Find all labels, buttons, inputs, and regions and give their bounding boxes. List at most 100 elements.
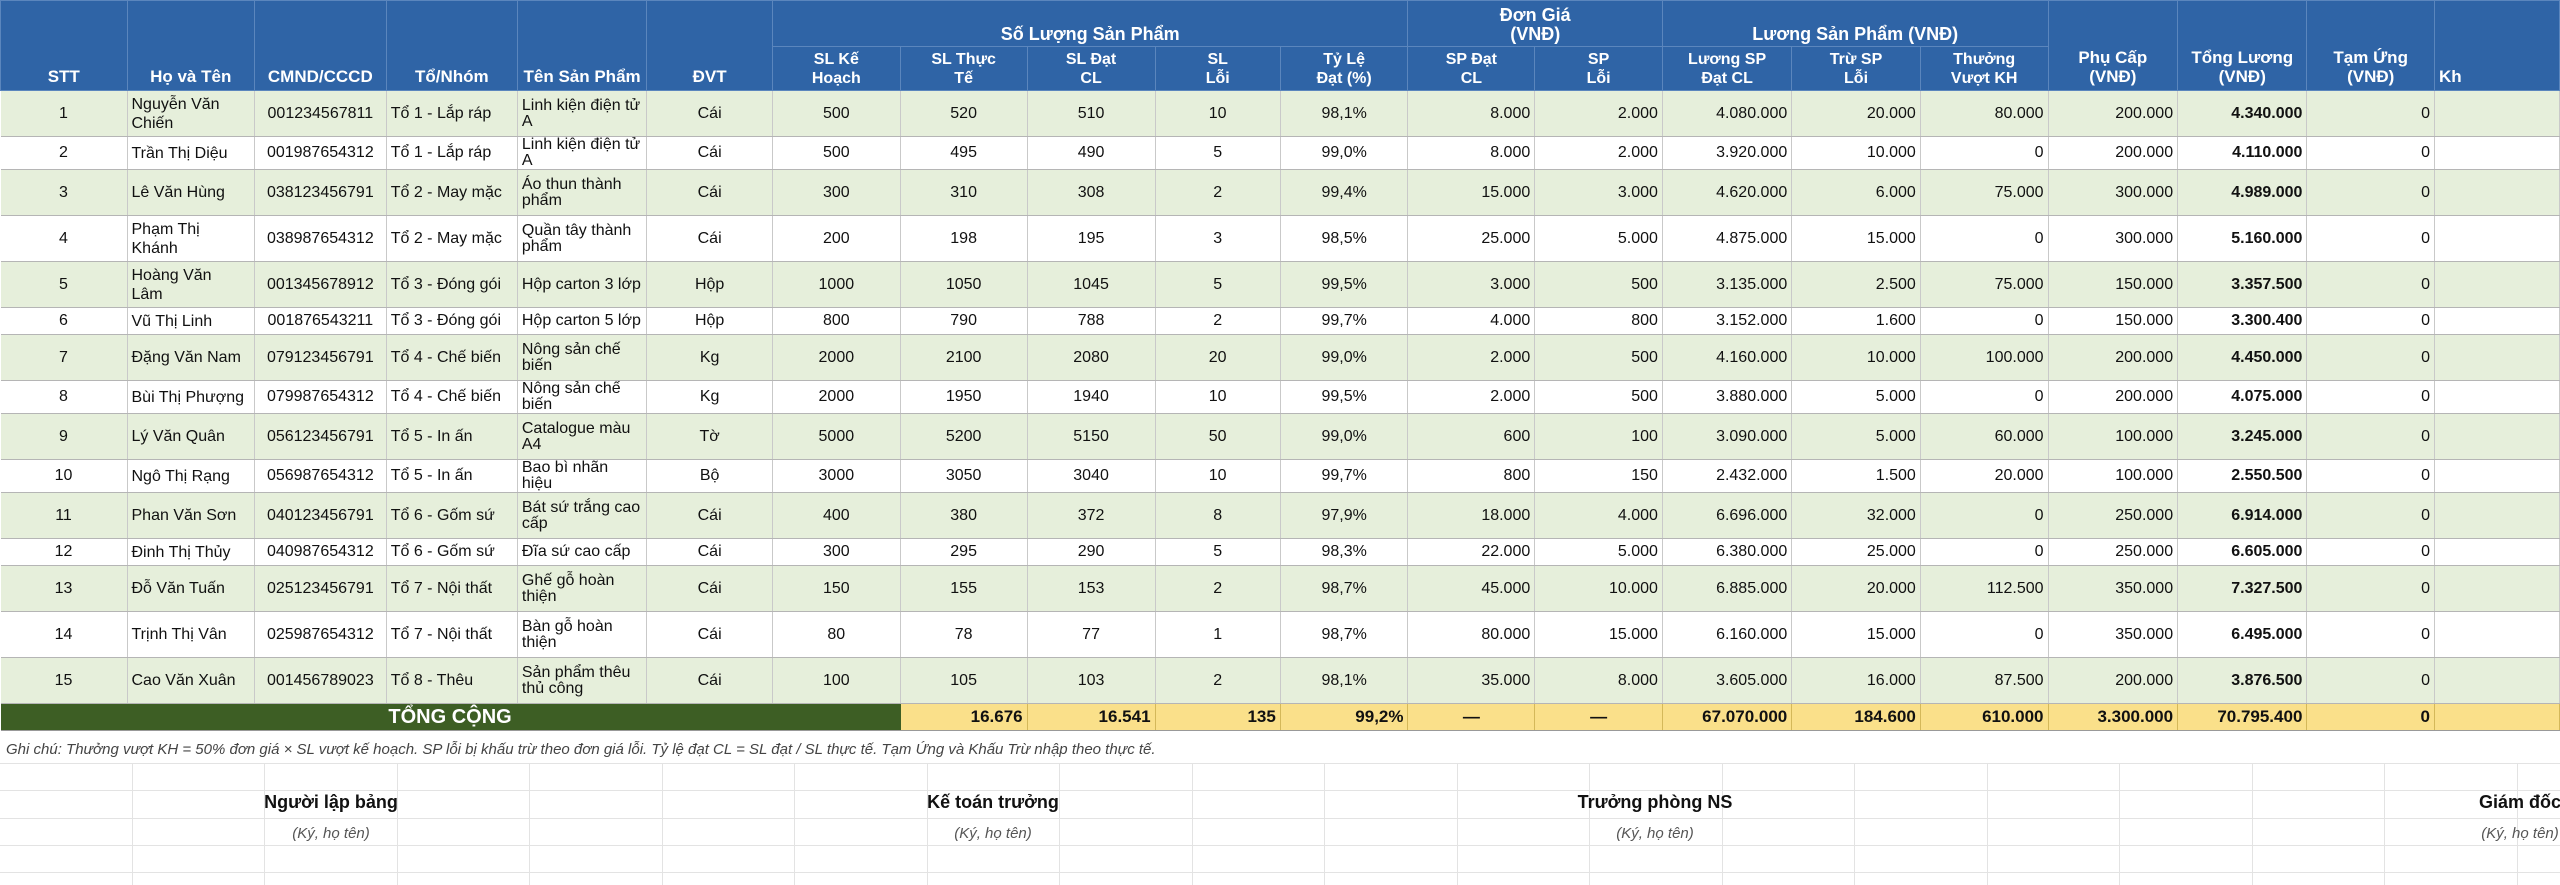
cell-unit[interactable]: Cái [646, 90, 773, 137]
cell-stt[interactable]: 4 [0, 215, 128, 262]
cell-price-defect[interactable]: 3.000 [1534, 169, 1663, 216]
cell-product[interactable]: Bàn gỗ hoàn thiện [517, 611, 648, 658]
total-cut-cell[interactable] [2434, 703, 2560, 731]
cell-bonus[interactable]: 0 [1920, 611, 2049, 658]
cell-product[interactable]: Sản phẩm thêu thủ công [517, 657, 648, 704]
cell-total-wage[interactable]: 6.605.000 [2177, 538, 2308, 566]
cell-sl-defect[interactable]: 10 [1155, 90, 1281, 137]
signature-hr-head-sub[interactable]: (Ký, họ tên) [1616, 825, 1694, 842]
cell-allowance[interactable]: 200.000 [2048, 334, 2179, 381]
cell-sl-pass[interactable]: 3040 [1027, 459, 1156, 493]
cell-sl-plan[interactable]: 80 [772, 611, 901, 658]
cell-cut-column[interactable] [2434, 657, 2560, 704]
cell-sl-actual[interactable]: 1050 [900, 261, 1028, 308]
cell-bonus[interactable]: 0 [1920, 307, 2049, 335]
cell-name[interactable]: Hoàng Văn Lâm [127, 261, 255, 308]
cell-total-wage[interactable]: 3.245.000 [2177, 413, 2308, 460]
cell-deduct[interactable]: 5.000 [1791, 413, 1921, 460]
cell-sl-plan[interactable]: 300 [772, 538, 901, 566]
cell-pass-rate[interactable]: 99,0% [1280, 334, 1409, 381]
header-total-wage[interactable]: Tổng Lương (VNĐ) [2177, 0, 2308, 91]
cell-allowance[interactable]: 250.000 [2048, 492, 2179, 539]
cell-deduct[interactable]: 6.000 [1791, 169, 1921, 216]
cell-price-pass[interactable]: 45.000 [1407, 565, 1536, 612]
cell-wage-pass[interactable]: 4.620.000 [1662, 169, 1793, 216]
cell-cut-column[interactable] [2434, 90, 2560, 137]
cell-total-wage[interactable]: 6.914.000 [2177, 492, 2308, 539]
cell-team[interactable]: Tổ 7 - Nội thất [386, 611, 518, 658]
cell-bonus[interactable]: 0 [1920, 215, 2049, 262]
cell-name[interactable]: Vũ Thị Linh [127, 307, 255, 335]
cell-price-defect[interactable]: 4.000 [1534, 492, 1663, 539]
cell-price-pass[interactable]: 35.000 [1407, 657, 1536, 704]
cell-allowance[interactable]: 100.000 [2048, 413, 2179, 460]
cell-total-wage[interactable]: 4.110.000 [2177, 136, 2308, 170]
cell-deduct[interactable]: 25.000 [1791, 538, 1921, 566]
cell-sl-defect[interactable]: 1 [1155, 611, 1281, 658]
cell-price-defect[interactable]: 500 [1534, 334, 1663, 381]
cell-stt[interactable]: 15 [0, 657, 128, 704]
cell-bonus[interactable]: 0 [1920, 538, 2049, 566]
cell-name[interactable]: Trịnh Thị Vân [127, 611, 255, 658]
cell-name[interactable]: Phan Văn Sơn [127, 492, 255, 539]
cell-pass-rate[interactable]: 97,9% [1280, 492, 1409, 539]
cell-sl-actual[interactable]: 155 [900, 565, 1028, 612]
cell-advance[interactable]: 0 [2306, 611, 2435, 658]
cell-price-defect[interactable]: 500 [1534, 380, 1663, 414]
cell-pass-rate[interactable]: 98,7% [1280, 565, 1409, 612]
cell-name[interactable]: Cao Văn Xuân [127, 657, 255, 704]
cell-product[interactable]: Đĩa sứ cao cấp [517, 538, 648, 566]
cell-stt[interactable]: 1 [0, 90, 128, 137]
signature-preparer-sub[interactable]: (Ký, họ tên) [292, 825, 370, 842]
cell-sl-defect[interactable]: 5 [1155, 136, 1281, 170]
cell-unit[interactable]: Hộp [646, 261, 773, 308]
cell-pass-rate[interactable]: 98,1% [1280, 657, 1409, 704]
cell-name[interactable]: Đặng Văn Nam [127, 334, 255, 381]
header-stt[interactable]: STT [0, 0, 128, 91]
cell-sl-pass[interactable]: 1045 [1027, 261, 1156, 308]
cell-sl-actual[interactable]: 105 [900, 657, 1028, 704]
cell-sl-defect[interactable]: 3 [1155, 215, 1281, 262]
header-advance[interactable]: Tạm Ứng (VNĐ) [2306, 0, 2435, 91]
cell-sl-pass[interactable]: 103 [1027, 657, 1156, 704]
cell-bonus[interactable]: 0 [1920, 136, 2049, 170]
cell-advance[interactable]: 0 [2306, 307, 2435, 335]
cell-name[interactable]: Phạm Thị Khánh [127, 215, 255, 262]
cell-total-wage[interactable]: 4.989.000 [2177, 169, 2308, 216]
cell-product[interactable]: Catalogue màu A4 [517, 413, 648, 460]
cell-sl-plan[interactable]: 300 [772, 169, 901, 216]
cell-unit[interactable]: Cái [646, 169, 773, 216]
header-sl-actual[interactable]: SL Thực Tế [899, 46, 1028, 91]
cell-cut-column[interactable] [2434, 413, 2560, 460]
cell-total-wage[interactable]: 6.495.000 [2177, 611, 2308, 658]
cell-allowance[interactable]: 150.000 [2048, 261, 2179, 308]
cell-team[interactable]: Tổ 1 - Lắp ráp [386, 136, 518, 170]
cell-product[interactable]: Nông sản chế biến [517, 334, 648, 381]
cell-deduct[interactable]: 20.000 [1791, 90, 1921, 137]
cell-wage-pass[interactable]: 6.885.000 [1662, 565, 1793, 612]
cell-stt[interactable]: 12 [0, 538, 128, 566]
cell-total-wage[interactable]: 5.160.000 [2177, 215, 2308, 262]
cell-price-defect[interactable]: 100 [1534, 413, 1663, 460]
cell-team[interactable]: Tổ 5 - In ấn [386, 413, 518, 460]
cell-name[interactable]: Lê Văn Hùng [127, 169, 255, 216]
cell-price-pass[interactable]: 8.000 [1407, 136, 1536, 170]
cell-team[interactable]: Tổ 3 - Đóng gói [386, 261, 518, 308]
header-allowance[interactable]: Phụ Cấp (VNĐ) [2047, 0, 2179, 91]
cell-sl-plan[interactable]: 500 [772, 90, 901, 137]
cell-allowance[interactable]: 200.000 [2048, 380, 2179, 414]
cell-team[interactable]: Tổ 7 - Nội thất [386, 565, 518, 612]
cell-team[interactable]: Tổ 4 - Chế biến [386, 380, 518, 414]
cell-total-wage[interactable]: 3.300.400 [2177, 307, 2308, 335]
cell-total-wage[interactable]: 3.876.500 [2177, 657, 2308, 704]
cell-id[interactable]: 025123456791 [254, 565, 387, 612]
cell-sl-defect[interactable]: 8 [1155, 492, 1281, 539]
cell-allowance[interactable]: 300.000 [2048, 169, 2179, 216]
cell-sl-actual[interactable]: 495 [900, 136, 1028, 170]
cell-sl-pass[interactable]: 2080 [1027, 334, 1156, 381]
cell-advance[interactable]: 0 [2306, 413, 2435, 460]
cell-sl-plan[interactable]: 5000 [772, 413, 901, 460]
cell-sl-defect[interactable]: 50 [1155, 413, 1281, 460]
cell-price-pass[interactable]: 22.000 [1407, 538, 1536, 566]
cell-bonus[interactable]: 87.500 [1920, 657, 2049, 704]
